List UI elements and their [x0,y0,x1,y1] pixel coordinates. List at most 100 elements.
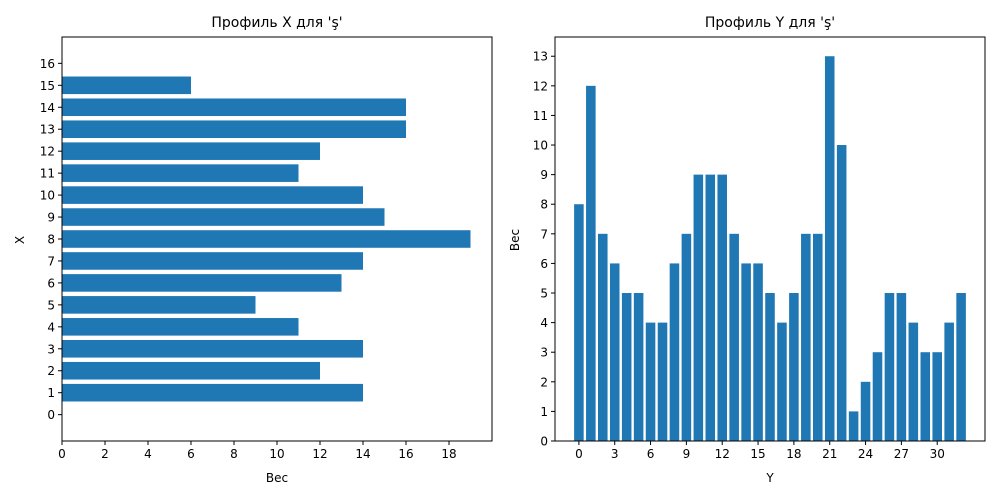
bar [62,361,320,380]
bar [62,318,299,336]
y-axis-label: Вес [508,229,522,251]
y-tick-label: 16 [40,57,55,71]
y-tick-label: 4 [47,320,55,334]
y-tick-label: 1 [540,405,548,419]
bar [574,204,584,441]
bar [62,340,363,358]
bar [777,322,787,441]
x-tick-label: 0 [575,447,583,461]
y-tick-label: 12 [40,145,55,159]
bar [598,233,608,441]
bar [920,352,931,441]
bar [681,233,692,441]
x-tick-label: 16 [398,447,413,461]
y-tick-label: 7 [540,227,548,241]
x-tick-label: 3 [611,447,619,461]
bar [62,76,191,95]
y-tick-label: 9 [47,211,55,225]
x-tick-label: 9 [683,447,691,461]
y-tick-label: 11 [40,167,55,181]
y-tick-label: 7 [47,254,55,268]
chart-title: Профиль X для 'ş' [211,15,342,31]
bar [729,233,739,441]
x-tick-label: 30 [930,447,945,461]
x-tick-label: 24 [858,447,873,461]
bar [789,293,799,441]
bar [944,322,954,441]
bar [693,174,704,441]
plot-frame [554,36,986,442]
chart-x-profile: Профиль X для 'ş' Вес X 0 2 4 6 8 10 12 14 16 180… [13,15,493,485]
y-tick-label: 10 [40,189,55,203]
y-axis-label: X [13,236,27,244]
y-tick-label: 13 [40,123,55,137]
bar [62,252,363,270]
bar [956,293,966,441]
y-tick-label: 12 [533,79,548,93]
x-tick-label: 4 [144,447,152,461]
bar [62,383,363,402]
y-tick-label: 6 [47,276,55,290]
y-tick-label: 2 [47,364,55,378]
bar [836,145,847,441]
bar [848,411,859,441]
y-tick-label: 1 [47,386,55,400]
chart-y-profile: Профиль Y для 'ş' Y Вес 0 3 6 9 12 15 18 21 24 27… [508,15,986,485]
y-tick-label: 3 [47,342,55,356]
x-tick-label: 8 [230,447,238,461]
x-axis-label: Y [765,471,774,485]
x-axis-label: Вес [266,471,288,485]
bar [586,85,596,441]
bar [621,293,632,441]
bar [932,352,942,441]
plot-frame [61,36,493,442]
y-tick-label: 0 [47,408,55,422]
bar [633,293,644,441]
y-tick-label: 8 [540,198,548,212]
bar [62,230,471,248]
bar [824,56,835,441]
x-tick-label: 15 [750,447,765,461]
bar [669,263,680,441]
bar [657,322,668,441]
bar [62,142,320,160]
y-tick-label: 15 [40,79,55,93]
bar [741,263,751,441]
x-tick-label: 10 [269,447,284,461]
x-tick-label: 21 [822,447,837,461]
y-tick-label: 2 [540,375,548,389]
x-tick-label: 27 [894,447,909,461]
bar [717,174,727,441]
x-tick-label: 12 [715,447,730,461]
x-tick-label: 0 [58,447,66,461]
bar [62,296,256,314]
y-tick-label: 5 [47,298,55,312]
bar [62,120,406,138]
x-tick-label: 14 [355,447,370,461]
bar [62,208,385,226]
y-tick-label: 6 [540,257,548,271]
bar [884,293,895,441]
bar [908,322,919,441]
bar [62,274,342,292]
bar [801,233,811,441]
bar [705,174,716,441]
y-tick-label: 5 [540,287,548,301]
bar [62,164,299,182]
y-tick-label: 9 [540,168,548,182]
bar [645,322,656,441]
y-tick-label: 11 [533,109,548,123]
y-tick-label: 4 [540,316,548,330]
x-tick-label: 18 [441,447,456,461]
bar [753,263,763,441]
bar [765,293,775,441]
y-tick-label: 10 [533,139,548,153]
y-tick-label: 0 [540,435,548,449]
x-tick-label: 18 [786,447,801,461]
bar [860,381,871,441]
bar [872,352,883,441]
y-tick-label: 8 [47,233,55,247]
